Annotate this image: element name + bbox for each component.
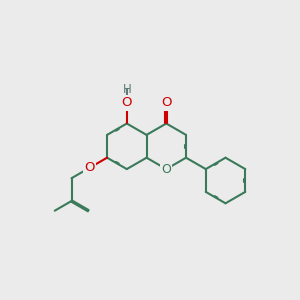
Text: O: O — [122, 97, 132, 110]
Text: O: O — [84, 161, 94, 175]
Text: O: O — [161, 97, 172, 110]
Text: H: H — [122, 83, 131, 96]
Text: O: O — [161, 163, 171, 176]
